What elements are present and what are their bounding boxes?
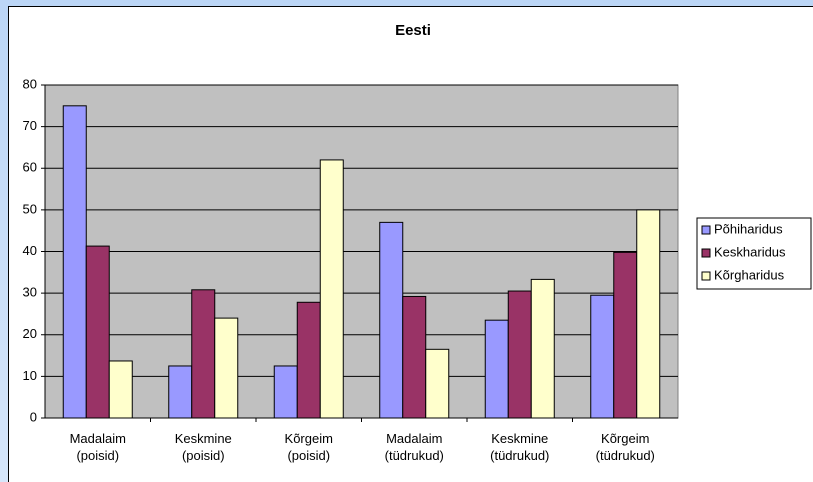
y-tick-label: 10: [23, 368, 37, 383]
legend-label: Keskharidus: [714, 244, 786, 259]
bar: [379, 221, 404, 419]
x-tick-label: Kõrgeim (poisid): [284, 431, 333, 463]
bar: [273, 365, 298, 419]
bar: [108, 360, 133, 419]
bar: [296, 301, 321, 419]
legend-label: Põhiharidus: [714, 221, 783, 236]
x-tick-label: Madalaim (poisid): [69, 431, 126, 463]
bar: [62, 105, 87, 419]
bar: [636, 209, 661, 419]
y-tick-label: 20: [23, 326, 37, 341]
y-tick-label: 50: [23, 201, 37, 216]
chart-title: Eesti: [395, 22, 431, 39]
x-tick-label: Keskmine (poisid): [174, 431, 232, 463]
y-tick-label: 70: [23, 118, 37, 133]
bar: [484, 319, 509, 419]
y-tick-label: 60: [23, 160, 37, 175]
bar: [507, 290, 532, 419]
bar: [590, 294, 615, 419]
legend-box: [696, 217, 812, 290]
x-tick-label: Keskmine (tüdrukud): [490, 431, 550, 463]
bar: [530, 278, 555, 419]
bar: [613, 251, 638, 419]
y-tick-label: 30: [23, 285, 37, 300]
legend-label: Kõrgharidus: [714, 267, 785, 282]
y-tick-label: 40: [23, 243, 37, 258]
x-tick-label: Kõrgeim (tüdrukud): [595, 431, 655, 463]
bar: [319, 159, 344, 419]
legend-swatch: [701, 248, 711, 258]
bar: [191, 289, 216, 419]
bar: [402, 295, 427, 419]
bar: [214, 317, 239, 419]
bar: [168, 365, 193, 419]
x-tick-label: Madalaim (tüdrukud): [384, 431, 444, 463]
bar: [85, 245, 110, 419]
y-tick-label: 0: [30, 409, 37, 424]
legend-swatch: [701, 271, 711, 281]
y-tick-label: 80: [23, 76, 37, 91]
legend-swatch: [701, 225, 711, 235]
bar: [425, 348, 450, 419]
